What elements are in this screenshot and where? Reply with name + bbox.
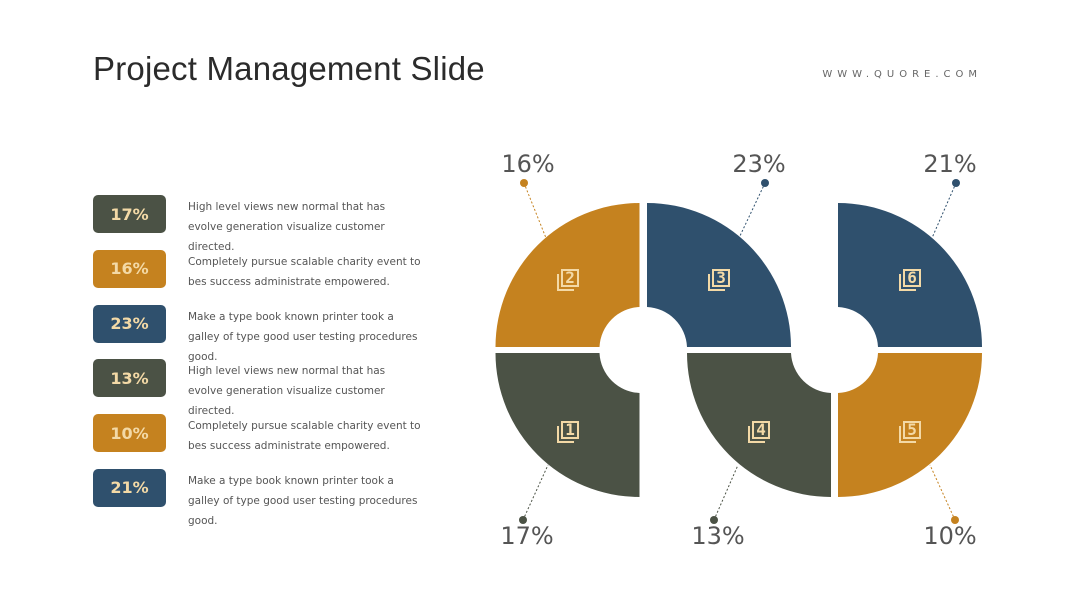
stacked-squares-icon: 5 <box>899 420 921 443</box>
page-title: Project Management Slide <box>93 50 485 87</box>
value-label: 16% <box>501 150 554 178</box>
legend-description: High level views new normal that has evo… <box>188 201 386 253</box>
callout-17: 17% <box>500 464 554 550</box>
segment-4: 4 <box>687 353 831 497</box>
svg-text:4: 4 <box>756 420 766 439</box>
segment-6: 6 <box>838 203 982 347</box>
value-label: 10% <box>923 522 976 550</box>
stacked-squares-icon: 4 <box>748 420 770 443</box>
stacked-squares-icon: 1 <box>557 420 579 443</box>
stacked-squares-icon: 2 <box>557 268 579 291</box>
legend-item: 17% High level views new normal that has… <box>93 195 433 253</box>
svg-text:2: 2 <box>565 268 575 287</box>
callout-13: 13% <box>691 464 745 550</box>
value-label: 23% <box>732 150 785 178</box>
svg-text:5: 5 <box>907 420 917 439</box>
svg-text:6: 6 <box>907 268 917 287</box>
legend-description: Completely pursue scalable charity event… <box>188 255 421 288</box>
legend-item: 23% Make a type book known printer took … <box>93 304 433 363</box>
segment-1: 1 <box>495 353 640 497</box>
legend-item: 10% Completely pursue scalable charity e… <box>93 414 433 469</box>
segment-2: 2 <box>495 203 640 347</box>
legend-description: Completely pursue scalable charity event… <box>188 420 421 453</box>
legend-badge: 23% <box>93 304 166 343</box>
svg-text:1: 1 <box>565 420 575 439</box>
website-url: WWW.QUORE.COM <box>822 69 982 80</box>
value-label: 21% <box>923 150 976 178</box>
legend-badge: 16% <box>93 249 166 288</box>
callout-dot <box>951 516 959 524</box>
segment-3: 3 <box>647 203 791 347</box>
callout-dot <box>952 179 960 187</box>
stacked-squares-icon: 3 <box>708 268 730 291</box>
callout-16: 16% <box>501 150 555 239</box>
callout-dot <box>520 179 528 187</box>
legend-badge: 10% <box>93 414 166 453</box>
callout-dot <box>519 516 527 524</box>
legend-description: Make a type book known printer took a ga… <box>188 474 418 527</box>
legend-item: 13% High level views new normal that has… <box>93 359 433 417</box>
value-label: 17% <box>500 522 553 550</box>
legend-badge: 21% <box>93 468 166 507</box>
legend-item: 16% Completely pursue scalable charity e… <box>93 249 433 305</box>
stacked-squares-icon: 6 <box>899 268 921 291</box>
callout-21: 21% <box>923 150 977 239</box>
callout-dot <box>710 516 718 524</box>
legend-item: 21% Make a type book known printer took … <box>93 468 433 527</box>
svg-text:3: 3 <box>716 268 726 287</box>
legend-badge: 17% <box>93 195 166 233</box>
segment-5: 5 <box>838 353 982 497</box>
legend-description: Make a type book known printer took a ga… <box>188 310 418 363</box>
callout-dot <box>761 179 769 187</box>
value-label: 13% <box>691 522 744 550</box>
legend-list: 17% High level views new normal that has… <box>93 195 433 527</box>
legend-badge: 13% <box>93 359 166 398</box>
legend-description: High level views new normal that has evo… <box>188 365 386 418</box>
callout-23: 23% <box>732 150 786 239</box>
callout-10: 10% <box>923 464 977 550</box>
